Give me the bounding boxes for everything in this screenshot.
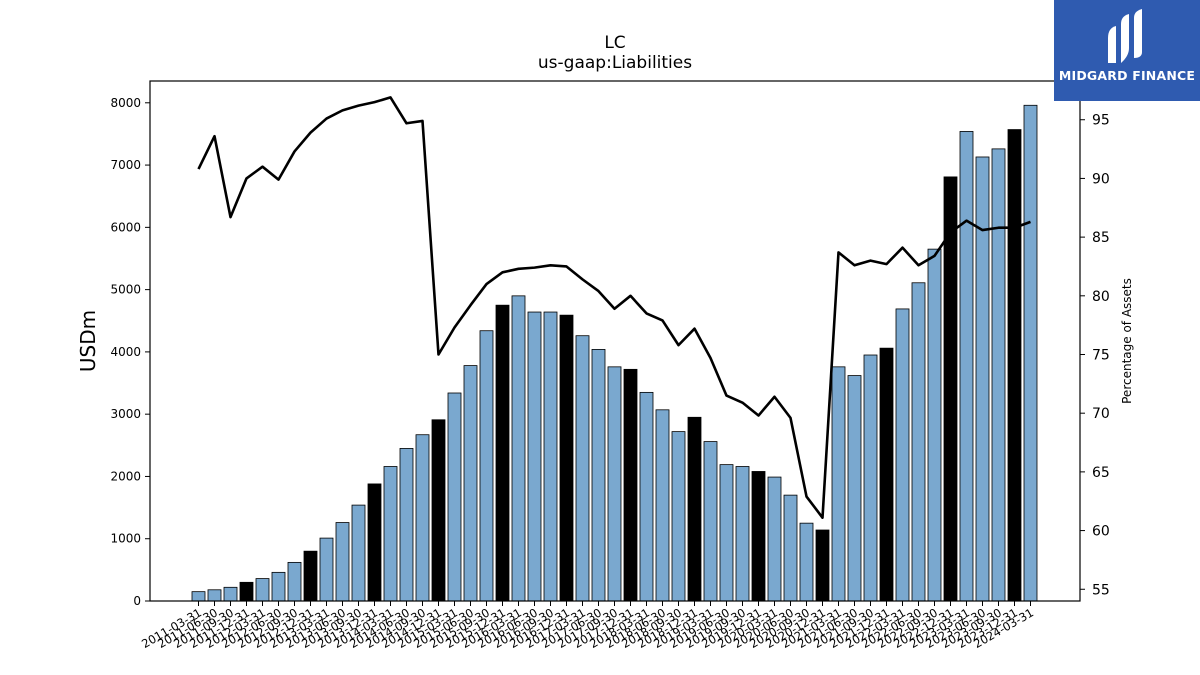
bar bbox=[335, 522, 350, 602]
bar bbox=[991, 148, 1006, 602]
bar bbox=[319, 537, 334, 602]
y-tick-label: 1000 bbox=[110, 532, 141, 546]
bar bbox=[975, 156, 990, 602]
bar bbox=[911, 282, 926, 602]
bar bbox=[239, 581, 254, 602]
y-tick-label: 3000 bbox=[110, 407, 141, 421]
bar bbox=[191, 591, 206, 602]
bar bbox=[543, 311, 558, 602]
bar bbox=[255, 578, 270, 602]
chart-title: LC bbox=[604, 33, 625, 53]
bar bbox=[431, 419, 446, 602]
line-series bbox=[197, 96, 1031, 519]
brand-logo: MIDGARD FINANCE bbox=[1054, 0, 1200, 101]
bar bbox=[207, 589, 222, 602]
bar bbox=[495, 304, 510, 602]
bar bbox=[703, 441, 718, 602]
y-tick-label: 7000 bbox=[110, 158, 141, 172]
bar bbox=[383, 466, 398, 602]
bar bbox=[1023, 104, 1038, 602]
y-tick-label: 5000 bbox=[110, 283, 141, 297]
bar bbox=[623, 368, 638, 602]
y-axis-label-right: Percentage of Assets bbox=[1120, 278, 1134, 404]
bar bbox=[575, 335, 590, 602]
y2-tick-label: 95 bbox=[1092, 113, 1110, 129]
bar bbox=[639, 391, 654, 602]
bar bbox=[767, 476, 782, 602]
y2-tick-label: 60 bbox=[1092, 524, 1110, 540]
bar bbox=[879, 347, 894, 602]
y-tick-label: 2000 bbox=[110, 469, 141, 483]
bar bbox=[815, 529, 830, 602]
bar bbox=[415, 434, 430, 602]
y-axis-right: 55 60 65 70 75 80 85 90 95 bbox=[1080, 113, 1110, 598]
y-axis-label-left: USDm bbox=[76, 310, 100, 372]
y2-tick-label: 85 bbox=[1092, 230, 1110, 246]
logo-text: MIDGARD FINANCE bbox=[1058, 68, 1196, 83]
y-tick-label: 0 bbox=[133, 594, 141, 608]
bar bbox=[447, 392, 462, 602]
bar bbox=[831, 366, 846, 602]
bar bbox=[735, 466, 750, 602]
y2-tick-label: 55 bbox=[1092, 582, 1110, 598]
bar bbox=[863, 354, 878, 602]
bar bbox=[607, 366, 622, 602]
bar bbox=[527, 311, 542, 602]
bar bbox=[399, 448, 414, 602]
logo-mark-icon bbox=[1108, 9, 1142, 63]
bar bbox=[479, 330, 494, 602]
y2-tick-label: 75 bbox=[1092, 347, 1110, 363]
y-tick-label: 6000 bbox=[110, 220, 141, 234]
y-tick-label: 4000 bbox=[110, 345, 141, 359]
bar bbox=[1007, 129, 1022, 602]
bar bbox=[511, 295, 526, 602]
bar bbox=[671, 431, 686, 602]
bar bbox=[847, 375, 862, 602]
bar bbox=[719, 464, 734, 602]
bar bbox=[959, 131, 974, 602]
bar bbox=[751, 471, 766, 602]
percentage-line bbox=[197, 96, 1031, 519]
y2-tick-label: 65 bbox=[1092, 465, 1110, 481]
bar bbox=[559, 314, 574, 602]
bar bbox=[927, 248, 942, 602]
bar bbox=[895, 308, 910, 602]
bar bbox=[223, 586, 238, 602]
chart-subtitle: us-gaap:Liabilities bbox=[538, 53, 692, 73]
bar bbox=[287, 561, 302, 602]
bar bbox=[799, 522, 814, 602]
x-axis: 2011-03-312011-06-302011-09-302011-12-31… bbox=[139, 601, 1036, 651]
bar bbox=[463, 365, 478, 602]
bar bbox=[271, 571, 286, 602]
bar bbox=[367, 483, 382, 602]
bar bbox=[655, 409, 670, 602]
bar-series bbox=[191, 104, 1038, 602]
bar bbox=[303, 550, 318, 602]
y2-tick-label: 80 bbox=[1092, 289, 1110, 305]
bar bbox=[351, 504, 366, 602]
bar bbox=[591, 349, 606, 602]
y-tick-label: 8000 bbox=[110, 96, 141, 110]
y-axis-left: 0 1000 2000 3000 4000 5000 6000 7000 8000 bbox=[110, 96, 150, 608]
bar bbox=[687, 416, 702, 602]
y2-tick-label: 70 bbox=[1092, 406, 1110, 422]
bar bbox=[783, 494, 798, 602]
y2-tick-label: 90 bbox=[1092, 171, 1110, 187]
